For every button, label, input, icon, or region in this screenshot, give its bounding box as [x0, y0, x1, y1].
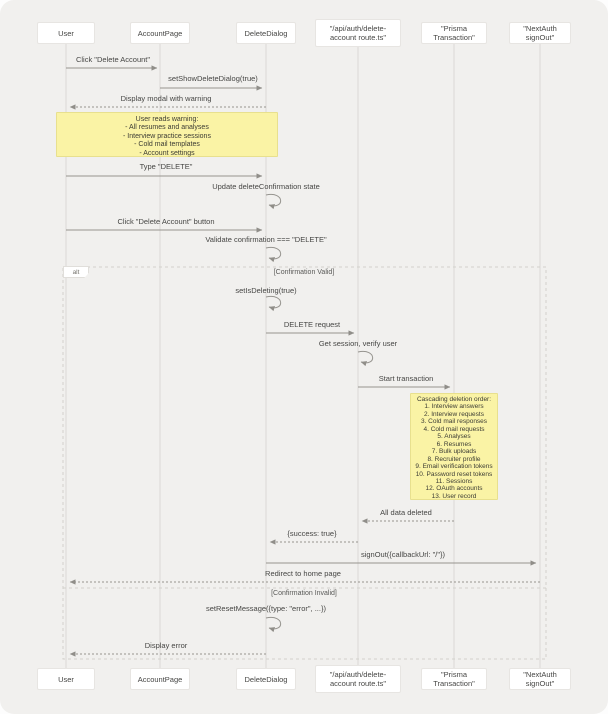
alt-frame-border [62, 266, 547, 660]
participant-deletedialog-top: DeleteDialog [236, 22, 296, 44]
msg-click-delete-button: Click "Delete Account" button [117, 217, 215, 226]
msg-start-transaction: Start transaction [378, 374, 434, 383]
participant-label: DeleteDialog [244, 28, 288, 38]
note-line: - Cold mail templates [134, 141, 200, 149]
solid-arrows [66, 65, 537, 566]
note-line: - All resumes and analyses [125, 124, 209, 132]
msg-validate-confirmation: Validate confirmation === "DELETE" [205, 235, 327, 244]
participant-label: User [58, 674, 74, 684]
msg-redirect-home: Redirect to home page [265, 569, 341, 578]
participant-user-top: User [37, 22, 95, 44]
participant-nextauth-top: "NextAuth signOut" [509, 22, 571, 44]
msg-set-reset-message: setResetMessage({type: "error", ...}) [206, 604, 326, 613]
msg-all-data-deleted: All data deleted [380, 508, 432, 517]
msg-set-show-delete-dialog: setShowDeleteDialog(true) [168, 74, 258, 83]
participant-user-bottom: User [37, 668, 95, 690]
participant-label: "NextAuth signOut" [523, 670, 557, 688]
msg-success-true: {success: true} [287, 529, 337, 538]
note-line: 12. OAuth accounts [425, 485, 483, 493]
note-line: 2. Interview requests [424, 410, 484, 418]
participant-api-route-bottom: "/api/auth/delete-account route.ts" [315, 665, 401, 693]
note-line: 4. Cold mail requests [423, 425, 485, 433]
msg-delete-request: DELETE request [283, 320, 341, 329]
note-line: 7. Bulk uploads [431, 448, 477, 456]
participant-label: User [58, 28, 74, 38]
alt-guard-confirmation-invalid: [Confirmation Invalid] [271, 590, 337, 597]
note-line: 9. Email verification tokens [415, 463, 493, 471]
participant-label: "Prisma Transaction" [433, 24, 475, 42]
participant-label: "NextAuth signOut" [523, 24, 557, 42]
note-line: - Interview practice sessions [123, 132, 211, 140]
participant-prisma-bottom: "Prisma Transaction" [421, 668, 487, 690]
participant-accountpage-bottom: AccountPage [130, 668, 190, 690]
participant-accountpage-top: AccountPage [130, 22, 190, 44]
msg-get-session: Get session, verify user [318, 339, 398, 348]
note-line: 3. Cold mail responses [420, 418, 488, 426]
alt-guard-confirmation-valid: [Confirmation Valid] [273, 269, 335, 276]
note-user-reads-warning: User reads warning: - All resumes and an… [56, 112, 278, 157]
participant-label: DeleteDialog [244, 674, 288, 684]
note-line: - Account settings [139, 149, 195, 157]
msg-type-delete: Type "DELETE" [139, 162, 193, 171]
note-line: 1. Interview answers [424, 403, 484, 411]
note-cascading-deletion-order: Cascading deletion order: 1. Interview a… [410, 393, 498, 500]
note-line: 10. Password reset tokens [415, 470, 493, 478]
note-line: 6. Resumes [436, 440, 472, 448]
note-line: 13. User record [431, 492, 477, 500]
msg-click-delete-account: Click "Delete Account" [75, 55, 151, 64]
participant-prisma-top: "Prisma Transaction" [421, 22, 487, 44]
participant-label: AccountPage [137, 674, 183, 684]
note-line: 8. Recruiter profile [427, 455, 481, 463]
self-loops [265, 193, 374, 633]
participant-label: AccountPage [137, 28, 183, 38]
participant-label: "/api/auth/delete-account route.ts" [329, 670, 387, 688]
note-line: User reads warning: [135, 116, 199, 123]
msg-display-modal-warning: Display modal with warning [120, 94, 212, 103]
msg-set-is-deleting: setIsDeleting(true) [235, 286, 297, 295]
participant-nextauth-bottom: "NextAuth signOut" [509, 668, 571, 690]
participant-label: "Prisma Transaction" [433, 670, 475, 688]
participant-deletedialog-bottom: DeleteDialog [236, 668, 296, 690]
dashed-arrows [69, 104, 540, 657]
msg-signout-callback: signOut({callbackUrl: "/"}) [360, 550, 446, 559]
note-line: Cascading deletion order: [416, 396, 492, 403]
participant-api-route-top: "/api/auth/delete-account route.ts" [315, 19, 401, 47]
msg-display-error: Display error [144, 641, 188, 650]
alt-frame-label: alt [63, 266, 89, 278]
note-line: 5. Analyses [437, 433, 471, 441]
note-line: 11. Sessions [435, 477, 473, 485]
msg-update-confirmation: Update deleteConfirmation state [212, 182, 320, 191]
participant-label: "/api/auth/delete-account route.ts" [329, 24, 387, 42]
